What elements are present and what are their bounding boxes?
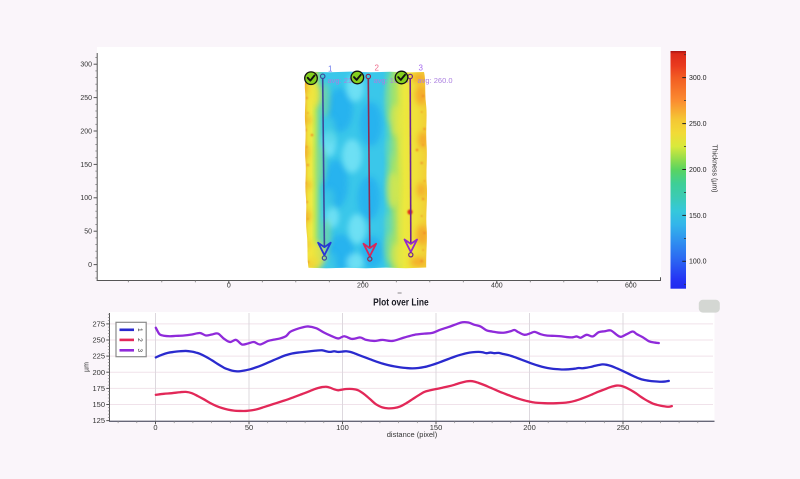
svg-text:275: 275 bbox=[92, 320, 105, 329]
svg-text:400: 400 bbox=[491, 283, 503, 290]
svg-text:100.0: 100.0 bbox=[689, 259, 707, 266]
svg-text:175: 175 bbox=[92, 384, 105, 393]
svg-text:2: 2 bbox=[136, 338, 143, 342]
svg-text:250: 250 bbox=[92, 336, 105, 345]
svg-text:µm: µm bbox=[84, 362, 91, 372]
svg-text:250: 250 bbox=[617, 423, 630, 432]
svg-text:200: 200 bbox=[523, 423, 536, 432]
svg-text:225: 225 bbox=[92, 352, 105, 361]
svg-text:50: 50 bbox=[84, 229, 92, 236]
svg-text:100: 100 bbox=[336, 423, 349, 432]
svg-text:3: 3 bbox=[136, 348, 143, 352]
svg-text:200: 200 bbox=[357, 283, 369, 290]
svg-text:Thickness (µm): Thickness (µm) bbox=[711, 145, 718, 193]
svg-text:0: 0 bbox=[227, 283, 231, 290]
svg-text:300.0: 300.0 bbox=[689, 75, 707, 82]
svg-text:distance (pixel): distance (pixel) bbox=[387, 430, 438, 439]
svg-text:150: 150 bbox=[92, 400, 105, 409]
svg-text:50: 50 bbox=[245, 423, 253, 432]
svg-text:3: 3 bbox=[419, 64, 424, 73]
svg-text:avg: 162.4: avg: 162.4 bbox=[374, 76, 409, 85]
svg-text:600: 600 bbox=[625, 283, 637, 290]
svg-text:150: 150 bbox=[430, 423, 443, 432]
svg-text:0: 0 bbox=[88, 262, 92, 269]
svg-text:125: 125 bbox=[92, 416, 105, 425]
svg-text:1: 1 bbox=[136, 328, 143, 332]
svg-text:avg: 218.9: avg: 218.9 bbox=[328, 76, 363, 85]
svg-text:2: 2 bbox=[375, 64, 380, 73]
svg-text:Plot over Line: Plot over Line bbox=[373, 298, 429, 309]
svg-text:avg: 260.0: avg: 260.0 bbox=[418, 76, 453, 85]
svg-text:150.0: 150.0 bbox=[689, 213, 707, 220]
svg-text:200.0: 200.0 bbox=[689, 167, 707, 174]
svg-text:0: 0 bbox=[153, 423, 157, 432]
svg-text:150: 150 bbox=[80, 162, 92, 169]
svg-text:100: 100 bbox=[80, 195, 92, 202]
svg-text:200: 200 bbox=[92, 368, 105, 377]
svg-text:200: 200 bbox=[80, 128, 92, 135]
svg-text:250: 250 bbox=[80, 95, 92, 102]
svg-text:300: 300 bbox=[80, 62, 92, 69]
svg-text:250.0: 250.0 bbox=[689, 121, 707, 128]
svg-text:1: 1 bbox=[328, 65, 333, 74]
